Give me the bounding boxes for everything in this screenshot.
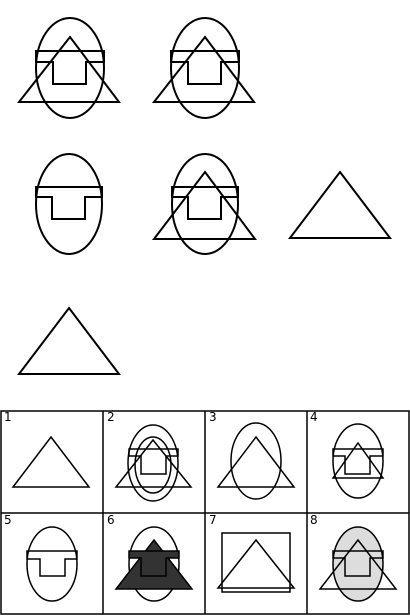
matrix-cell-2-2 — [151, 153, 257, 255]
answer-option-1[interactable]: 1 — [4, 410, 91, 488]
matrix-cell-1-1 — [16, 17, 122, 119]
answer-option-5[interactable]: 5 — [4, 513, 78, 602]
answer-option-2[interactable]: 2 — [107, 410, 193, 502]
matrix-cell-2-1 — [35, 153, 103, 255]
option-number-8: 8 — [310, 513, 318, 527]
answer-option-4[interactable]: 4 — [310, 410, 385, 499]
option-number-6: 6 — [107, 513, 115, 527]
matrix-cell-2-3 — [287, 170, 393, 239]
matrix-cell-3-1 — [16, 306, 122, 375]
option-number-1: 1 — [4, 410, 12, 424]
option-number-5: 5 — [4, 513, 12, 527]
option-number-7: 7 — [209, 513, 217, 527]
answer-grid — [0, 410, 410, 615]
answer-option-7[interactable]: 7 — [209, 513, 296, 593]
option-number-4: 4 — [310, 410, 318, 424]
matrix-cell-1-2 — [151, 17, 257, 119]
answer-option-3[interactable]: 3 — [209, 410, 296, 500]
option-number-3: 3 — [209, 410, 217, 424]
option-number-2: 2 — [107, 410, 115, 424]
answer-option-8[interactable]: 8 — [310, 513, 398, 602]
answer-option-6[interactable]: 6 — [107, 513, 194, 602]
